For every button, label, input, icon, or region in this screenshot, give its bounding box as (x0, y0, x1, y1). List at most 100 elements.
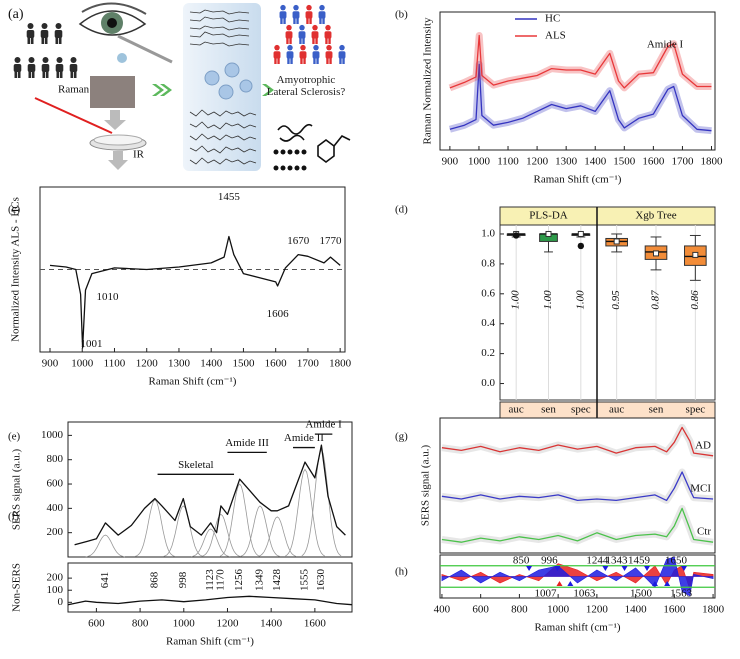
x-tick-label: 1800 (702, 604, 725, 616)
x-axis-label: Raman Shift (cm⁻¹) (166, 636, 254, 648)
x-tick-label: sen (541, 404, 556, 416)
x-tick-label: 1200 (136, 358, 159, 370)
value-label: 1.00 (574, 290, 586, 310)
pipette (117, 34, 173, 64)
panel-label: (d) (395, 204, 408, 216)
peak-label: 1650 (665, 555, 688, 567)
panel-label: (f) (8, 511, 19, 523)
peak-marker (567, 581, 574, 586)
plot-frame (439, 554, 716, 599)
y-axis-label: Raman Normalized Intensity (422, 17, 434, 145)
peak-label: 1459 (628, 555, 651, 567)
y-tick-label: 0.8 (481, 257, 495, 269)
network-sketch (204, 62, 253, 100)
peak-label: 1010 (96, 291, 119, 303)
peak-label: 1563 (670, 588, 693, 600)
spectra-sketch (189, 9, 257, 165)
x-tick-label: 1500 (232, 358, 255, 370)
x-tick-label: 1800 (701, 156, 724, 168)
spectrum-band (441, 504, 714, 546)
x-tick-label: 1600 (265, 358, 288, 370)
peak-marker (602, 566, 609, 571)
series-label: Ctr (697, 526, 711, 538)
series-label: AD (695, 439, 711, 451)
x-tick-label: 1400 (260, 618, 283, 630)
peak-label: 1001 (81, 338, 103, 350)
panel-label: (c) (8, 204, 21, 216)
healthy-group (13, 23, 78, 78)
mean-marker (545, 230, 552, 237)
mean-marker (692, 251, 699, 258)
x-tick-label: 1000 (173, 618, 196, 630)
annotation: Amide I (647, 39, 684, 51)
y-tick-label: 0 (58, 596, 64, 608)
peak-label: 1343 (606, 555, 629, 567)
x-tick-label: 1600 (304, 618, 327, 630)
component-curve (240, 505, 280, 557)
droplet (117, 53, 127, 63)
panel-label: (b) (395, 9, 408, 21)
x-tick-label: 800 (511, 604, 528, 616)
peak-label: 641 (99, 572, 111, 589)
dish-top (93, 134, 143, 146)
region-label: Amide II (284, 432, 324, 444)
x-tick-label: 1500 (613, 156, 636, 168)
peak-label: 1123 (204, 569, 216, 591)
x-tick-label: 1200 (216, 618, 239, 630)
panel-label: (h) (395, 566, 408, 578)
y-tick-label: 0.0 (481, 377, 495, 389)
arrow (104, 110, 126, 130)
y-tick-label: 100 (47, 584, 64, 596)
mean-marker (613, 238, 620, 245)
peak-label: 1170 (214, 569, 226, 591)
x-tick-label: 1100 (104, 358, 126, 370)
y-tick-label: 200 (47, 572, 64, 584)
region-label: Skeletal (178, 459, 213, 471)
value-label: 0.86 (689, 290, 701, 310)
spectrum-band (441, 423, 714, 460)
laser (34, 97, 113, 134)
spectrum-line (449, 63, 712, 132)
peak-label: 1770 (319, 235, 342, 247)
x-axis-label: Raman shift (cm⁻¹) (534, 622, 620, 634)
x-tick-label: 600 (472, 604, 489, 616)
spectrum-band (441, 468, 714, 504)
x-axis-label: Raman Shift (cm⁻¹) (534, 174, 622, 186)
spectrum-line (449, 34, 712, 89)
eye (78, 2, 147, 36)
method-label: Raman (58, 84, 90, 96)
x-tick-label: 1000 (547, 604, 570, 616)
x-tick-label: 1400 (200, 358, 223, 370)
region-label: Amide III (225, 437, 269, 449)
mean-marker (577, 230, 584, 237)
spectrum-line (441, 426, 714, 457)
plot-frame (499, 224, 716, 401)
peak-marker (526, 566, 533, 571)
peak-label: 998 (177, 571, 189, 588)
x-tick-label: 1800 (329, 358, 352, 370)
flow-arrows (152, 84, 274, 96)
x-tick-label: 1400 (625, 604, 648, 616)
y-tick-label: 1.0 (481, 228, 495, 240)
difference-area (441, 556, 714, 597)
component-curve (201, 513, 241, 557)
method-label: IR (133, 149, 145, 161)
x-tick-label: 1200 (586, 604, 609, 616)
peak-label: 1670 (287, 235, 310, 247)
x-tick-label: auc (609, 404, 624, 416)
peak-label: 850 (513, 555, 530, 567)
peak-marker (651, 581, 658, 586)
x-tick-label: sen (649, 404, 664, 416)
component-curve (85, 534, 126, 558)
x-tick-label: 1400 (584, 156, 607, 168)
value-label: 1.00 (510, 290, 522, 310)
value-label: 1.00 (542, 290, 554, 310)
peak-label: 1555 (299, 569, 311, 592)
membrane-sketch (273, 149, 307, 171)
x-tick-label: 1100 (497, 156, 519, 168)
legend-label: ALS (545, 30, 566, 42)
x-tick-label: 600 (88, 618, 105, 630)
component-curve (219, 483, 260, 557)
illustration: (a) Raman IR Amyotrophic Lateral Scleros… (8, 2, 351, 171)
